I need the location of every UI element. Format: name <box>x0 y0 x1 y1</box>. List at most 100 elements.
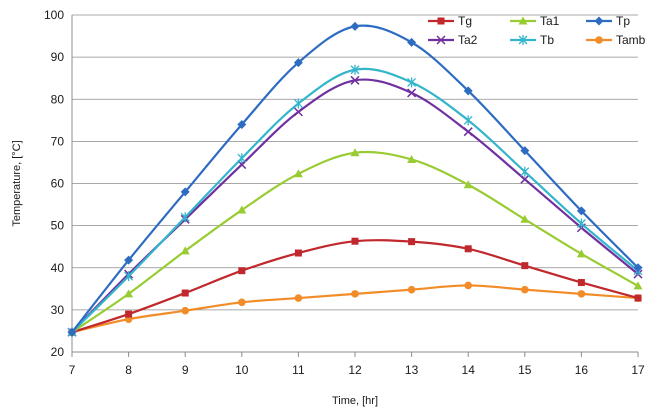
point-tg-15 <box>521 262 529 270</box>
legend-marker-tg <box>437 17 445 25</box>
x-tick-label-17: 17 <box>631 363 645 377</box>
grid-lines <box>72 14 638 311</box>
point-ta1-16 <box>576 249 586 258</box>
point-ta1-15 <box>520 214 530 223</box>
y-tick-label-80: 80 <box>51 92 65 106</box>
point-tb-16 <box>576 218 586 229</box>
point-tp-12 <box>350 21 360 31</box>
series-tamb <box>68 281 642 337</box>
point-tb-9 <box>180 212 190 223</box>
x-tick-label-11: 11 <box>292 363 305 377</box>
point-tamb-14 <box>464 281 473 290</box>
point-tp-16 <box>576 206 586 216</box>
point-tb-10 <box>237 153 247 164</box>
point-ta1-12 <box>350 148 360 157</box>
point-tb-12 <box>350 64 360 75</box>
legend-label-tg: Tg <box>458 14 472 28</box>
x-tick-label-16: 16 <box>575 363 589 377</box>
legend-label-tamb: Tamb <box>616 33 646 47</box>
point-tamb-11 <box>294 294 303 302</box>
point-tp-14 <box>463 86 473 96</box>
point-tp-10 <box>237 120 247 130</box>
y-tick-label-60: 60 <box>51 177 65 191</box>
point-tg-17 <box>634 294 642 302</box>
legend-marker-ta2 <box>436 35 446 45</box>
legend-label-ta2: Ta2 <box>458 33 478 47</box>
point-tg-9 <box>181 289 189 297</box>
legend-item-tamb: Tamb <box>586 33 646 47</box>
point-ta1-13 <box>407 154 417 163</box>
series-tg <box>68 237 642 336</box>
point-tb-8 <box>124 271 134 282</box>
point-tp-15 <box>520 146 530 156</box>
point-ta2-15 <box>520 174 530 184</box>
point-tg-8 <box>125 310 133 318</box>
point-ta1-9 <box>180 246 190 255</box>
point-tg-13 <box>408 238 416 246</box>
point-tb-14 <box>463 115 473 126</box>
legend-marker-tamb <box>595 36 603 44</box>
x-tick-label-15: 15 <box>518 363 532 377</box>
point-ta2-11 <box>293 107 303 117</box>
x-tick-label-10: 10 <box>235 363 249 377</box>
point-ta2-13 <box>407 88 417 98</box>
legend-label-ta1: Ta1 <box>540 14 560 28</box>
y-tick-label-50: 50 <box>51 219 65 233</box>
point-tb-13 <box>407 77 417 88</box>
point-ta2-12 <box>350 75 360 85</box>
x-tick-label-14: 14 <box>462 363 476 377</box>
legend-item-tg: Tg <box>428 14 472 28</box>
point-ta1-8 <box>124 289 134 298</box>
line-tb <box>71 67 639 333</box>
series-tp <box>67 21 643 337</box>
x-tick-label-8: 8 <box>125 363 132 377</box>
point-tamb-12 <box>351 290 359 298</box>
point-tamb-15 <box>521 285 529 294</box>
point-tamb-16 <box>577 290 586 298</box>
x-tick-label-13: 13 <box>405 363 419 377</box>
x-tick-label-12: 12 <box>348 363 362 377</box>
point-tp-13 <box>407 37 417 47</box>
legend-item-tp: Tp <box>586 14 630 28</box>
point-ta1-14 <box>463 180 473 189</box>
legend-label-tb: Tb <box>540 33 554 47</box>
axes: 20 30 40 50 60 70 80 90 100 7 8 9 10 11 12 13 14 15 16 17 <box>44 8 645 377</box>
point-tamb-9 <box>181 306 189 315</box>
x-tick-label-7: 7 <box>69 363 76 377</box>
point-tg-11 <box>294 249 302 257</box>
point-tg-12 <box>351 237 359 245</box>
series-lines <box>67 21 643 338</box>
point-ta1-17 <box>633 281 643 290</box>
line-tg <box>71 239 639 334</box>
point-tg-14 <box>464 245 472 253</box>
point-tg-10 <box>238 267 246 275</box>
y-tick-label-40: 40 <box>51 261 65 275</box>
point-tamb-13 <box>407 285 416 294</box>
point-ta2-14 <box>463 127 473 137</box>
x-axis-title: Time, [hr] <box>332 395 378 407</box>
point-tg-16 <box>577 278 585 286</box>
point-tp-11 <box>293 58 303 68</box>
legend-marker-ta1 <box>518 16 528 25</box>
legend-item-ta2: Ta2 <box>428 33 478 47</box>
legend-item-ta1: Ta1 <box>510 14 560 28</box>
point-tp-8 <box>124 255 134 265</box>
point-tp-9 <box>180 187 190 197</box>
legend-marker-tb <box>518 35 528 45</box>
y-tick-label-90: 90 <box>51 50 65 64</box>
point-ta1-10 <box>237 205 247 214</box>
y-axis-title: Temperature, [°C] <box>11 140 23 226</box>
x-tick-label-9: 9 <box>182 363 189 377</box>
point-ta1-11 <box>293 169 303 178</box>
y-tick-label-20: 20 <box>51 345 65 359</box>
y-tick-label-70: 70 <box>51 134 65 148</box>
point-tb-11 <box>293 98 303 109</box>
point-tamb-10 <box>238 298 246 307</box>
point-tb-15 <box>520 166 530 177</box>
y-tick-label-30: 30 <box>51 303 65 317</box>
point-tp-17 <box>633 263 643 273</box>
legend-marker-tp <box>594 16 604 26</box>
legend-item-tb: Tb <box>510 33 554 47</box>
